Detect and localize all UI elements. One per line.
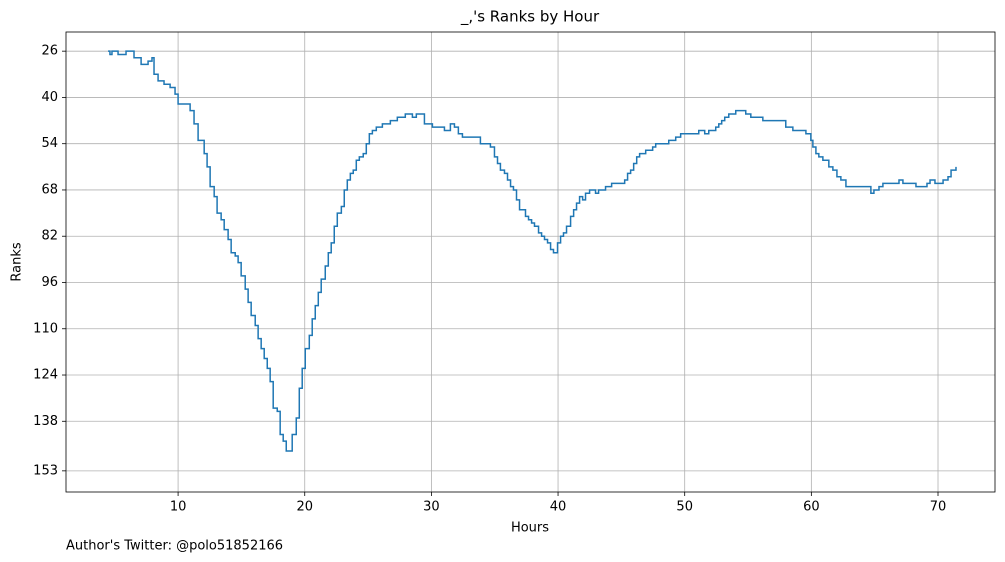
y-tick-label: 82 — [41, 229, 58, 244]
y-tick-label: 68 — [41, 182, 58, 197]
y-tick-label: 54 — [41, 136, 58, 151]
x-tick-label: 40 — [550, 500, 567, 515]
x-tick-label: 20 — [296, 500, 313, 515]
y-tick-label: 96 — [41, 275, 58, 290]
footnote: Author's Twitter: @polo51852166 — [66, 539, 283, 554]
y-tick-label: 26 — [41, 44, 58, 59]
y-tick-label: 138 — [33, 414, 58, 429]
chart-title: _,'s Ranks by Hour — [460, 8, 600, 27]
y-tick-label: 40 — [41, 90, 58, 105]
x-axis-label: Hours — [511, 521, 549, 536]
x-tick-label: 70 — [930, 500, 947, 515]
y-tick-label: 153 — [33, 463, 58, 478]
axes-frame — [65, 31, 996, 493]
x-tick-label: 50 — [676, 500, 693, 515]
x-tick-label: 30 — [423, 500, 440, 515]
rank-line — [108, 50, 957, 452]
y-tick-label: 124 — [33, 368, 58, 383]
x-tick-label: 60 — [803, 500, 820, 515]
x-tick-label: 10 — [170, 500, 187, 515]
y-tick-label: 110 — [33, 321, 58, 336]
y-axis-label: Ranks — [10, 242, 25, 281]
